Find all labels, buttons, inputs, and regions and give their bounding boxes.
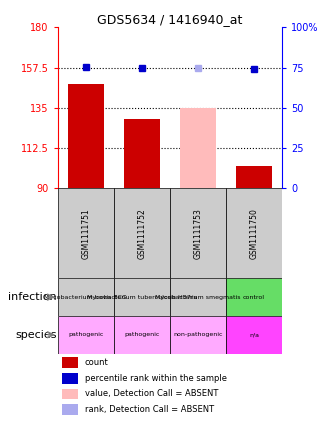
Title: GDS5634 / 1416940_at: GDS5634 / 1416940_at (97, 14, 243, 26)
Text: GSM1111752: GSM1111752 (137, 208, 147, 258)
Bar (170, 278, 226, 316)
Text: value, Detection Call = ABSENT: value, Detection Call = ABSENT (85, 390, 218, 398)
Text: Mycobacterium smegmatis: Mycobacterium smegmatis (155, 295, 241, 299)
Text: GSM1111753: GSM1111753 (193, 208, 203, 258)
Bar (62, 389, 78, 399)
Bar (114, 278, 170, 316)
Bar (226, 278, 282, 316)
Bar (58, 188, 114, 278)
Bar (226, 316, 282, 354)
Text: pathogenic: pathogenic (124, 332, 160, 337)
Text: percentile rank within the sample: percentile rank within the sample (85, 374, 227, 383)
Bar (68, 84, 104, 188)
Text: Mycobacterium bovis BCG: Mycobacterium bovis BCG (45, 295, 127, 299)
Text: GSM1111750: GSM1111750 (249, 208, 259, 258)
Bar (124, 119, 160, 188)
Bar (62, 404, 78, 415)
Text: count: count (85, 358, 109, 367)
Text: control: control (243, 295, 265, 299)
Bar (62, 373, 78, 384)
Bar (114, 316, 170, 354)
Bar (236, 166, 272, 188)
Text: rank, Detection Call = ABSENT: rank, Detection Call = ABSENT (85, 405, 214, 414)
Text: non-pathogenic: non-pathogenic (173, 332, 223, 337)
Bar (170, 316, 226, 354)
Bar (170, 188, 226, 278)
Text: infection: infection (8, 292, 57, 302)
Text: Mycobacterium tuberculosis H37ra: Mycobacterium tuberculosis H37ra (87, 295, 197, 299)
Text: species: species (15, 330, 57, 340)
Bar (114, 188, 170, 278)
Bar (226, 188, 282, 278)
Bar (58, 278, 114, 316)
Text: GSM1111751: GSM1111751 (81, 208, 90, 258)
Bar (58, 316, 114, 354)
Bar (180, 108, 216, 188)
Text: n/a: n/a (249, 332, 259, 337)
Text: pathogenic: pathogenic (68, 332, 104, 337)
Bar (62, 357, 78, 368)
